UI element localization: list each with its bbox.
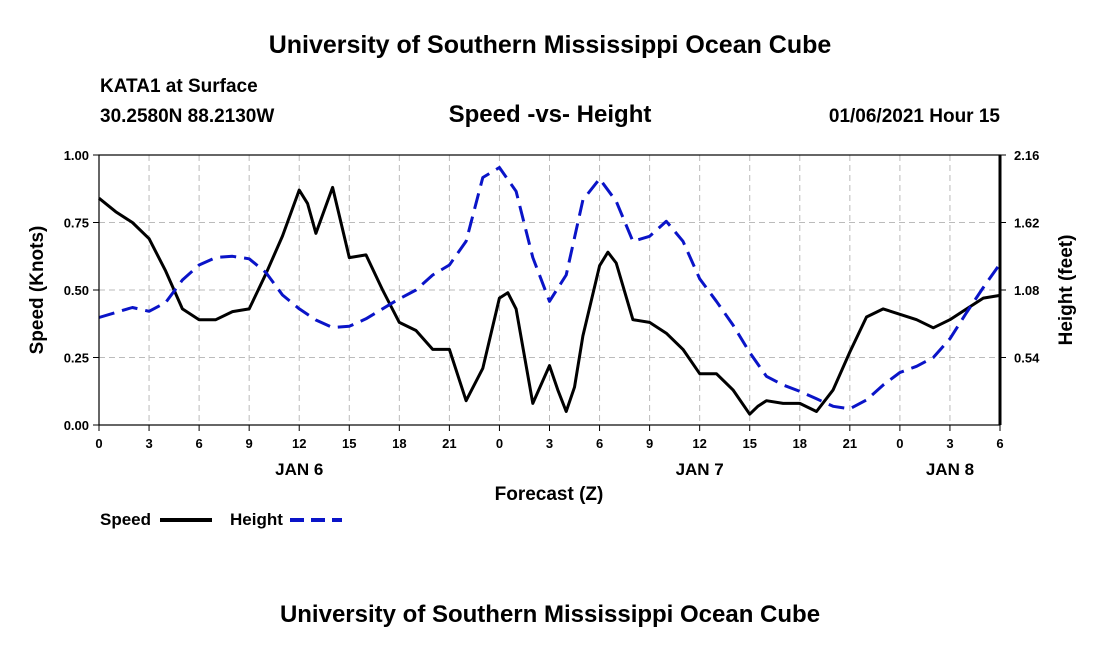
x-tick-label: 3 [546, 436, 553, 451]
x-tick-label: 0 [896, 436, 903, 451]
x-tick-label: 0 [496, 436, 503, 451]
series-line-height [98, 166, 1002, 411]
footer-title: University of Southern Mississippi Ocean… [279, 601, 821, 628]
legend-label-height: Height [230, 510, 283, 529]
date-label: JAN 8 [926, 460, 974, 479]
x-tick-label: 6 [596, 436, 603, 451]
x-tick-label: 21 [442, 436, 456, 451]
date-label: JAN 7 [676, 460, 724, 479]
x-tick-label: 3 [946, 436, 953, 451]
x-tick-label: 12 [292, 436, 306, 451]
x-tick-label: 9 [246, 436, 253, 451]
x-tick-label: 0 [95, 436, 102, 451]
x-tick-label: 6 [996, 436, 1003, 451]
x-tick-label: 12 [692, 436, 706, 451]
page-title: University of Southern Mississippi Ocean… [268, 31, 832, 59]
station-coordinates: 30.2580N 88.2130W [100, 106, 275, 127]
chart-title: Speed -vs- Height [448, 101, 652, 128]
grid [99, 155, 1000, 425]
legend: Speed Height [100, 510, 342, 529]
y2-tick-label: 1.62 [1014, 216, 1039, 231]
y-tick-label: 1.00 [64, 148, 89, 163]
issued-datetime: 01/06/2021 Hour 15 [828, 106, 1000, 127]
x-tick-label: 6 [195, 436, 202, 451]
x-tick-label: 9 [646, 436, 653, 451]
series [98, 166, 1002, 416]
x-tick-label: 18 [793, 436, 807, 451]
x-tick-label: 21 [843, 436, 857, 451]
y2-tick-label: 1.08 [1014, 283, 1039, 298]
legend-label-speed: Speed [100, 510, 151, 529]
x-axis-title: Forecast (Z) [495, 484, 604, 505]
y2-tick-label: 2.16 [1014, 148, 1039, 163]
x-tick-label: 15 [742, 436, 756, 451]
y2-axis-title: Height (feet) [1056, 235, 1077, 346]
y-tick-label: 0.00 [64, 418, 89, 433]
y2-tick-label: 0.54 [1014, 351, 1040, 366]
y-tick-label: 0.25 [64, 351, 89, 366]
station-name: KATA1 at Surface [100, 76, 258, 97]
y-axis-title: Speed (Knots) [27, 226, 48, 355]
y-tick-label: 0.75 [64, 216, 89, 231]
y-tick-label: 0.50 [64, 283, 89, 298]
x-tick-label: 18 [392, 436, 406, 451]
axes: 0 3 6 9 12 15 18 21 0 3 6 9 12 15 18 21 0 3 6 0.00 0.25 0.50 0… [64, 148, 1040, 479]
date-label: JAN 6 [275, 460, 323, 479]
x-tick-label: 15 [342, 436, 356, 451]
x-tick-label: 3 [145, 436, 152, 451]
